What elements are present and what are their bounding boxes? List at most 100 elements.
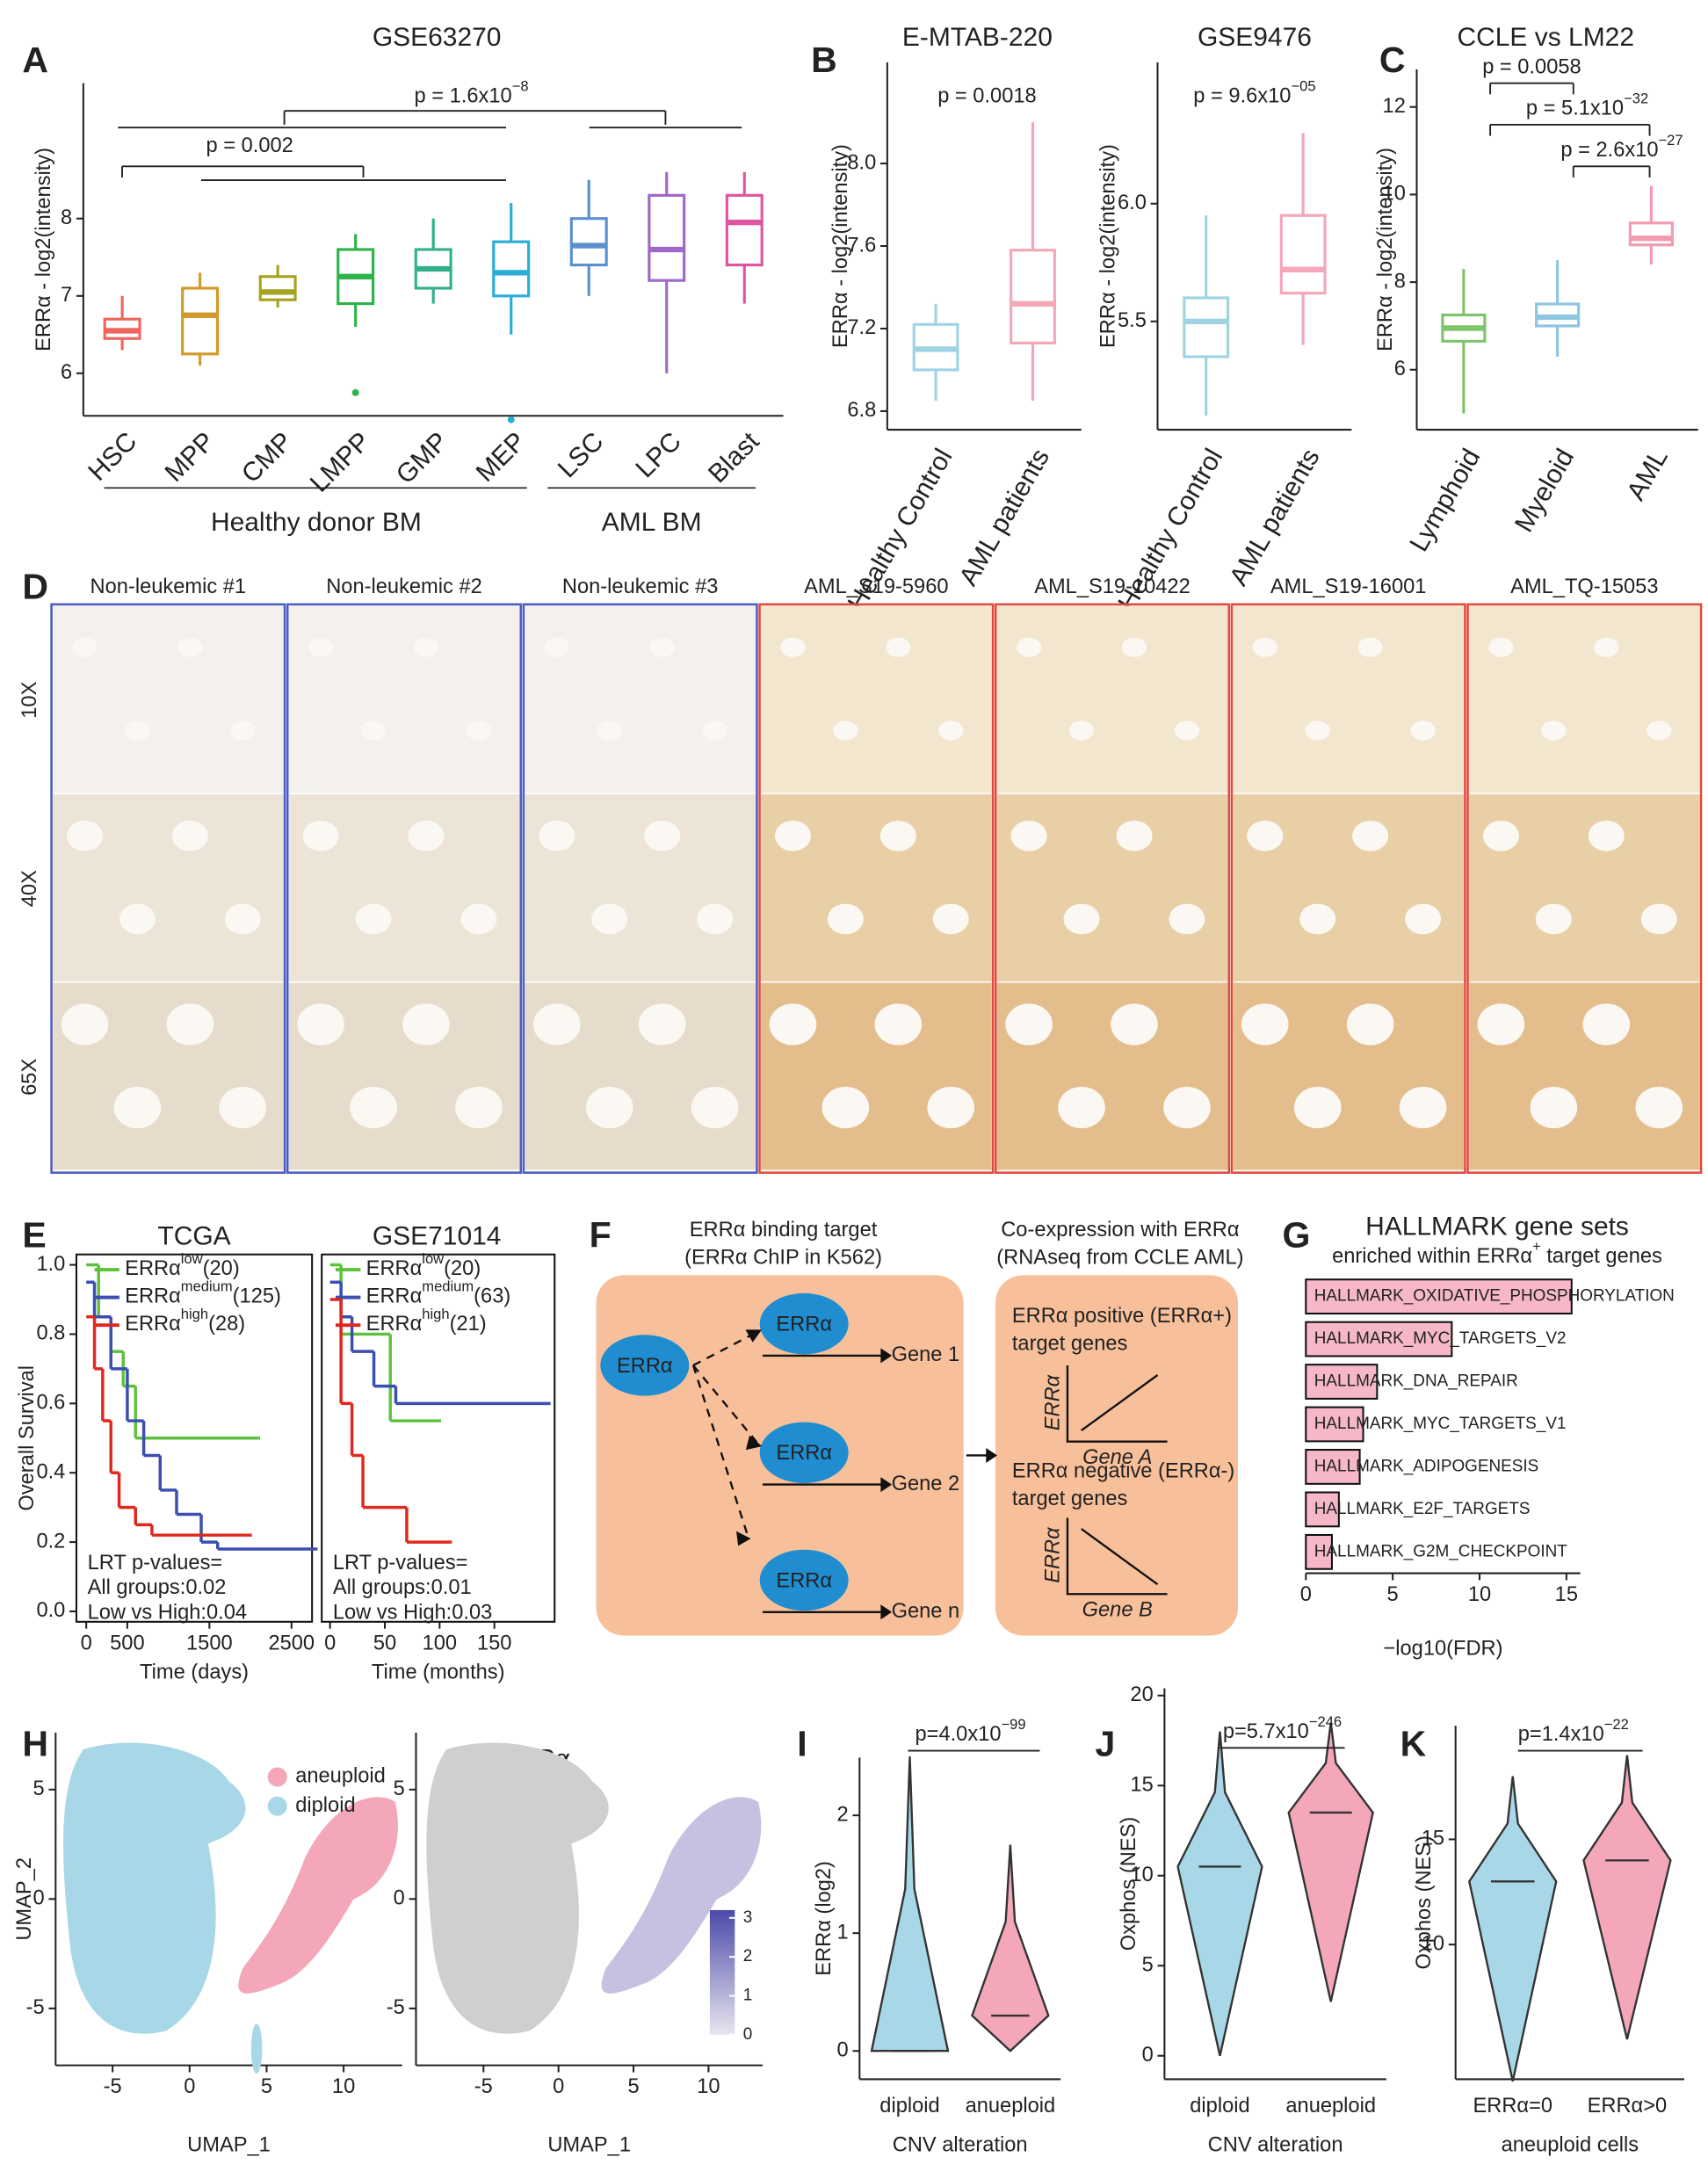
- cluster: [601, 1797, 762, 1994]
- micrograph: [1469, 605, 1700, 793]
- box: [1010, 249, 1056, 344]
- tissue-void: [1252, 637, 1277, 657]
- chart-title: E-MTAB-220: [902, 23, 1053, 52]
- p-value-part: −22: [1604, 1716, 1629, 1733]
- plot-frame: [75, 1253, 314, 1623]
- tissue-void: [585, 1086, 633, 1129]
- diagram-title: Co-expression with ERRα: [1001, 1219, 1239, 1242]
- p-value-part: p = 9.6x10: [1193, 85, 1291, 108]
- y-tick-label: -5: [26, 1996, 45, 2019]
- sample-frame: [1466, 603, 1703, 1174]
- y-tick-label: 8: [61, 206, 72, 229]
- tissue-void: [408, 820, 445, 851]
- sample-frame: [522, 603, 758, 1174]
- p-value-part: p = 2.6x10: [1560, 139, 1658, 162]
- node-label: ERRα: [776, 1313, 832, 1336]
- outlier: [507, 416, 515, 423]
- diagram-title: ERRα binding target: [690, 1219, 878, 1242]
- bar: [1305, 1321, 1453, 1357]
- diagram-text: target genes: [1012, 1333, 1128, 1356]
- legend-label: ERRαlow(20): [366, 1250, 481, 1280]
- legend-swatch: [267, 1767, 287, 1787]
- panel-letter: C: [1379, 40, 1406, 80]
- tissue-void: [1477, 1003, 1525, 1046]
- x-tick-label: 15: [1555, 1583, 1578, 1606]
- tissue-void: [1116, 820, 1153, 851]
- x-tick-label: 0: [553, 2075, 564, 2098]
- legend-label-part: (20): [444, 1257, 481, 1280]
- legend-label-part: medium: [422, 1278, 474, 1295]
- x-tick-label: AML: [1622, 444, 1674, 505]
- micrograph: [761, 605, 992, 793]
- x-tick-label: diploid: [1190, 2095, 1249, 2117]
- y-tick-label: 5: [394, 1777, 405, 1800]
- tissue-void: [1405, 903, 1442, 935]
- diagram-title: (ERRα ChIP in K562): [684, 1247, 882, 1270]
- tissue-void: [171, 820, 208, 851]
- column-title: Non-leukemic #1: [90, 576, 247, 598]
- box: [725, 193, 764, 267]
- x-tick-label: ERRα=0: [1473, 2095, 1552, 2117]
- y-tick-label: 20: [1130, 1683, 1153, 1706]
- x-tick-label: 0: [1300, 1583, 1312, 1606]
- gene-label: Gene 1: [892, 1343, 960, 1366]
- arrow: [762, 1354, 993, 1613]
- y-axis-label: UMAP_2: [13, 1857, 36, 1941]
- tissue-void: [532, 1003, 581, 1046]
- panel-letter: D: [22, 566, 48, 606]
- legend-label-part: ERRα: [125, 1313, 181, 1336]
- tissue-void: [927, 1086, 975, 1129]
- y-tick-label: 0: [394, 1887, 405, 1910]
- chart-title: HALLMARK gene sets: [1365, 1213, 1629, 1242]
- subtitle: enriched within ERRα+ target genes: [1332, 1238, 1662, 1268]
- tissue-void: [455, 1086, 503, 1129]
- cluster: [63, 1742, 246, 2034]
- node-label: ERRα: [776, 1569, 832, 1592]
- tissue-void: [1163, 1086, 1211, 1129]
- annotation: Low vs High:0.04: [88, 1602, 247, 1625]
- y-tick-label: 6: [1394, 358, 1406, 380]
- legend-label-part: medium: [181, 1278, 233, 1295]
- x-tick-label: AML patients: [1224, 444, 1325, 590]
- y-tick-label: 7: [61, 284, 72, 307]
- tissue-void: [1247, 820, 1284, 851]
- micrograph: [996, 605, 1228, 793]
- tissue-void: [125, 720, 150, 741]
- tissue-void: [1299, 903, 1336, 935]
- x-tick-label: 0: [184, 2075, 195, 2098]
- tissue-void: [597, 720, 622, 741]
- p-value: p=4.0x10−99: [915, 1716, 1025, 1746]
- p-value-part: p = 1.6x10: [415, 85, 512, 108]
- node: [600, 1335, 690, 1396]
- subtitle-part: target genes: [1541, 1245, 1662, 1268]
- tissue-void: [1635, 1086, 1683, 1129]
- x-axis-label: CNV alteration: [1208, 2133, 1343, 2156]
- p-value-part: p = 0.0058: [1482, 56, 1581, 79]
- tissue-void: [61, 1003, 109, 1046]
- y-axis-label: Oxphos (NES): [1413, 1835, 1436, 1970]
- x-tick-label: 50: [373, 1632, 396, 1654]
- chart-title: GSE63270: [373, 23, 502, 52]
- tissue-void: [821, 1086, 870, 1129]
- bar: [1305, 1406, 1364, 1443]
- p-value-part: −8: [512, 78, 529, 95]
- tissue-void: [66, 820, 103, 851]
- y-tick-label: 15: [1130, 1773, 1153, 1796]
- tissue-void: [402, 1003, 450, 1046]
- x-axis-label: CNV alteration: [893, 2133, 1028, 2156]
- tissue-void: [874, 1003, 923, 1046]
- bar-label: HALLMARK_G2M_CHECKPOINT: [1314, 1542, 1568, 1560]
- sample-frame: [758, 603, 995, 1174]
- tissue-void: [1016, 637, 1042, 657]
- annotation: LRT p-values=: [333, 1552, 468, 1575]
- bar-label: HALLMARK_ADIPOGENESIS: [1314, 1457, 1539, 1475]
- column-title: AML_S19-16001: [1270, 576, 1427, 598]
- x-tick-label: 5: [627, 2075, 639, 2098]
- legend-label-part: (28): [208, 1313, 245, 1336]
- violin: [971, 1844, 1050, 2052]
- legend-label-part: high: [422, 1307, 449, 1323]
- tissue-void: [1541, 720, 1567, 741]
- p-value-part: p=1.4x10: [1518, 1723, 1604, 1746]
- y-tick-label: 12: [1383, 95, 1406, 118]
- colorbar-label: 0: [743, 2025, 753, 2044]
